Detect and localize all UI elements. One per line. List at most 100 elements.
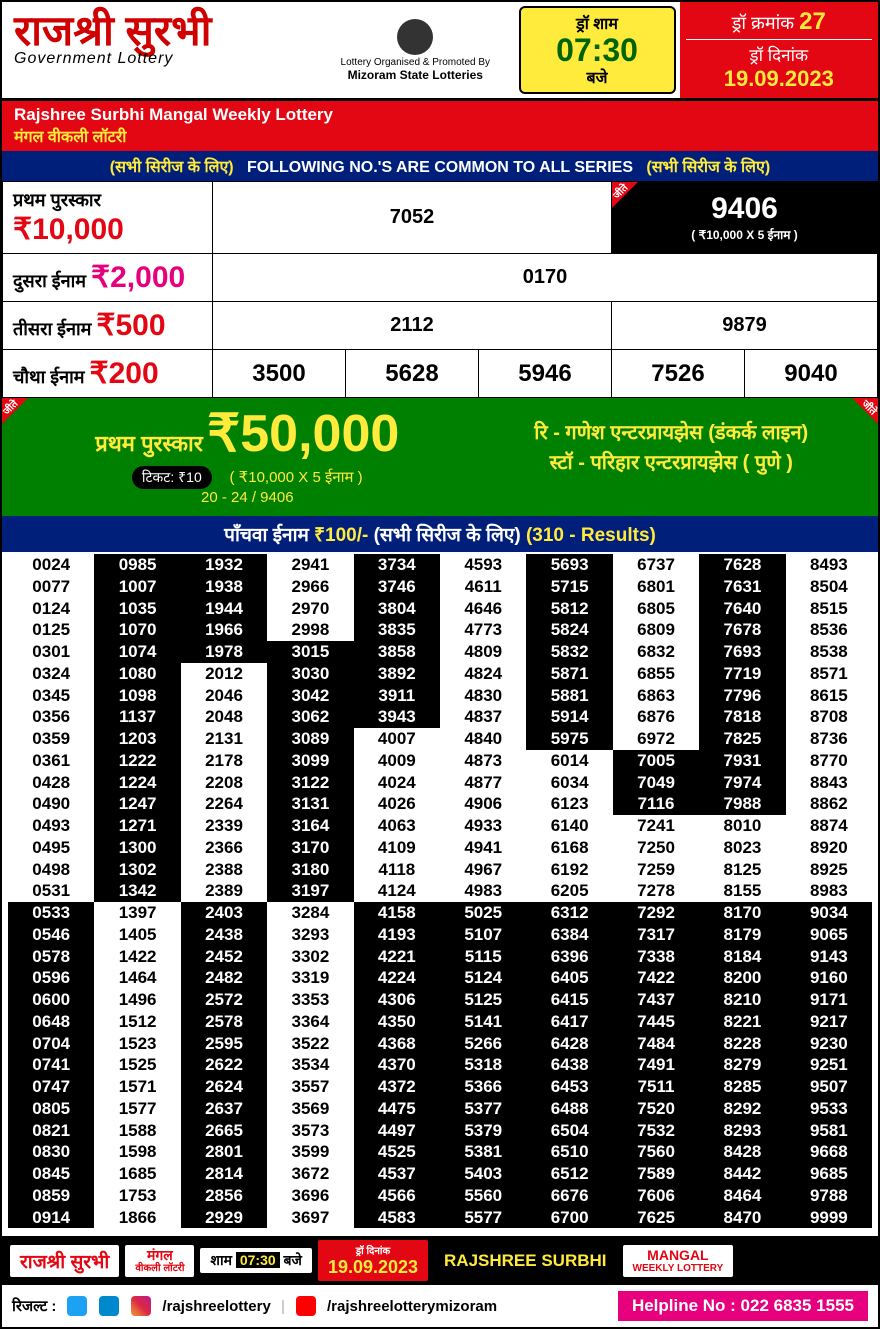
result-number: 2578 [181,1011,267,1033]
result-number: 1938 [181,576,267,598]
series-right: (सभी सिरीज के लिए) [646,159,770,176]
result-number: 9507 [786,1076,872,1098]
banner-sub1: ( ₹10,000 X 5 ईनाम ) [230,469,363,486]
fifth-amount: ₹100/- [314,525,368,546]
footer-time: शाम 07:30 बजे [200,1248,312,1273]
result-number: 6168 [526,837,612,859]
result-number: 1932 [181,554,267,576]
result-number: 3353 [267,989,353,1011]
result-number: 6863 [613,685,699,707]
result-number: 4306 [354,989,440,1011]
result-number: 7818 [699,706,785,728]
result-number: 7484 [613,1033,699,1055]
lottery-result-page: राजश्री सुरभी Government Lottery Lottery… [0,0,880,1329]
result-number: 7974 [699,772,785,794]
result-label: रिजल्ट : [12,1296,56,1316]
result-number: 4525 [354,1141,440,1163]
result-number: 6488 [526,1098,612,1120]
result-number: 4941 [440,837,526,859]
result-number: 4193 [354,924,440,946]
result-number: 2048 [181,706,267,728]
result-number: 3131 [267,793,353,815]
fifth-label: पाँचवा ईनाम [224,525,309,546]
twitter-icon[interactable] [67,1296,87,1316]
result-number: 6801 [613,576,699,598]
result-number: 3302 [267,946,353,968]
result-number: 3522 [267,1033,353,1055]
prize-row-2: दुसरा ईनाम ₹2,000 0170 [3,254,878,302]
result-number: 0648 [8,1011,94,1033]
result-number: 4009 [354,750,440,772]
result-number: 4873 [440,750,526,772]
prize1-winner-cell: जीते 9406 ( ₹10,000 X 5 ईनाम ) [612,182,878,254]
result-number: 4368 [354,1033,440,1055]
prize2-label: दुसरा ईनाम [13,271,86,291]
result-number: 4837 [440,706,526,728]
result-number: 7796 [699,685,785,707]
result-number: 0359 [8,728,94,750]
result-number: 7988 [699,793,785,815]
result-number: 8536 [786,619,872,641]
result-number: 2941 [267,554,353,576]
result-number: 9217 [786,1011,872,1033]
result-number: 0356 [8,706,94,728]
draw-no-value: 27 [799,8,826,35]
prize4-n5: 9040 [745,350,878,398]
result-number: 8010 [699,815,785,837]
result-number: 4109 [354,837,440,859]
result-number: 4593 [440,554,526,576]
result-number: 3746 [354,576,440,598]
result-number: 4583 [354,1207,440,1229]
result-number: 7678 [699,619,785,641]
results-column: 4593461146464773480948244830483748404873… [440,554,526,1228]
result-number: 0361 [8,750,94,772]
result-number: 0024 [8,554,94,576]
prize1-number: 7052 [213,182,612,254]
result-number: 7625 [613,1207,699,1229]
result-number: 0493 [8,815,94,837]
result-number: 7259 [613,859,699,881]
result-number: 7560 [613,1141,699,1163]
result-number: 5560 [440,1185,526,1207]
result-number: 7606 [613,1185,699,1207]
result-number: 3892 [354,663,440,685]
result-number: 8464 [699,1185,785,1207]
result-number: 1405 [94,924,180,946]
result-number: 5266 [440,1033,526,1055]
result-number: 6700 [526,1207,612,1229]
result-number: 0495 [8,837,94,859]
result-number: 0533 [8,902,94,924]
result-number: 2339 [181,815,267,837]
result-number: 3122 [267,772,353,794]
result-number: 6737 [613,554,699,576]
prize-table: प्रथम पुरस्कार ₹10,000 7052 जीते 9406 ( … [2,181,878,398]
telegram-icon[interactable] [99,1296,119,1316]
social-handle-1: /rajshreelottery [162,1298,270,1315]
result-number: 8228 [699,1033,785,1055]
footer-weekly: मंगलवीकली लॉटरी [125,1245,194,1277]
result-number: 9034 [786,902,872,924]
result-number: 8708 [786,706,872,728]
result-number: 4933 [440,815,526,837]
footer-weekly-en: MANGALWEEKLY LOTTERY [623,1245,734,1277]
result-number: 0704 [8,1033,94,1055]
result-number: 0578 [8,946,94,968]
result-number: 3804 [354,598,440,620]
prize4-n4: 7526 [612,350,745,398]
result-number: 5832 [526,641,612,663]
result-number: 3911 [354,685,440,707]
footer-date: ड्रॉ दिनांक 19.09.2023 [318,1240,428,1281]
result-number: 0546 [8,924,94,946]
youtube-icon[interactable] [296,1296,316,1316]
result-number: 3089 [267,728,353,750]
draw-time-label: ड्रॉ शाम [525,12,670,34]
result-number: 4497 [354,1120,440,1142]
draw-info-box: ड्रॉ क्रमांक 27 ड्रॉ दिनांक 19.09.2023 [680,2,878,98]
instagram-icon[interactable] [131,1296,151,1316]
result-number: 8285 [699,1076,785,1098]
result-number: 3364 [267,1011,353,1033]
result-number: 7049 [613,772,699,794]
prize3-number1: 2112 [213,302,612,350]
result-number: 4830 [440,685,526,707]
result-number: 2012 [181,663,267,685]
